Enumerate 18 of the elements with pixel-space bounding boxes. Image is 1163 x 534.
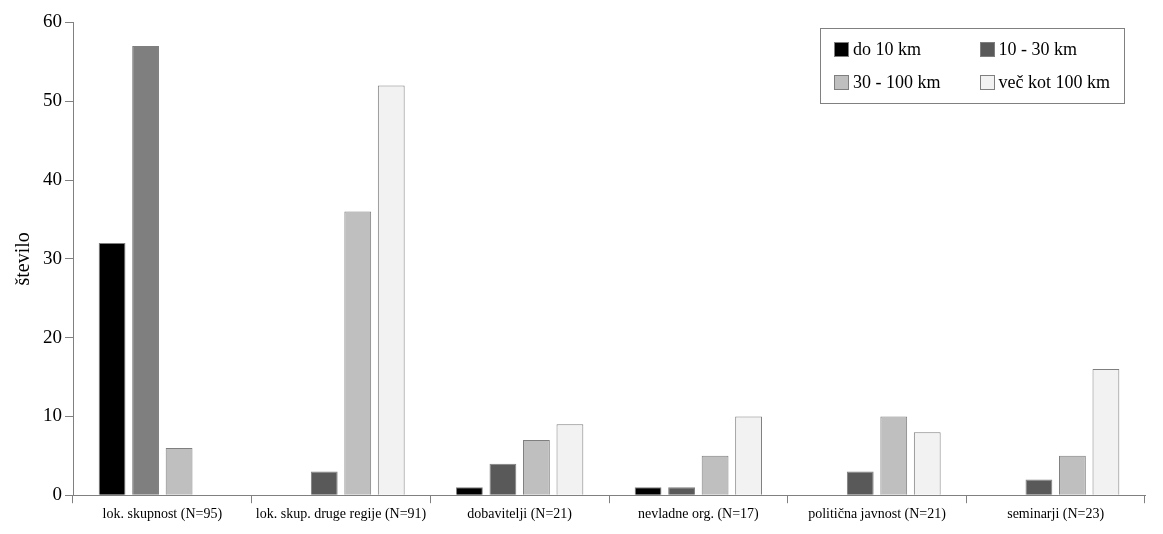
legend-label: do 10 km	[853, 39, 922, 60]
y-tick-label: 30	[43, 246, 62, 268]
y-tick-label: 0	[52, 483, 62, 505]
legend-label: 10 - 30 km	[998, 39, 1078, 60]
y-axis-title: število	[11, 232, 34, 286]
x-tick-label: lok. skup. druge regije (N=91)	[255, 506, 427, 523]
y-tick-label: 60	[43, 10, 62, 32]
x-tick-label: politična javnost (N=21)	[808, 506, 947, 523]
x-tick-label: lok. skupnost (N=95)	[102, 506, 223, 523]
y-tick-label: 10	[43, 404, 62, 426]
y-tick-label: 40	[43, 167, 62, 189]
legend-label: 30 - 100 km	[853, 72, 941, 93]
y-tick-label: 50	[43, 89, 62, 111]
x-tick-label: nevladne org. (N=17)	[637, 506, 760, 523]
y-tick-label: 20	[43, 325, 62, 347]
x-tick-label: dobavitelji (N=21)	[467, 506, 573, 523]
legend-label: več kot 100 km	[998, 72, 1110, 93]
x-tick-label: seminarji (N=23)	[1007, 506, 1105, 523]
